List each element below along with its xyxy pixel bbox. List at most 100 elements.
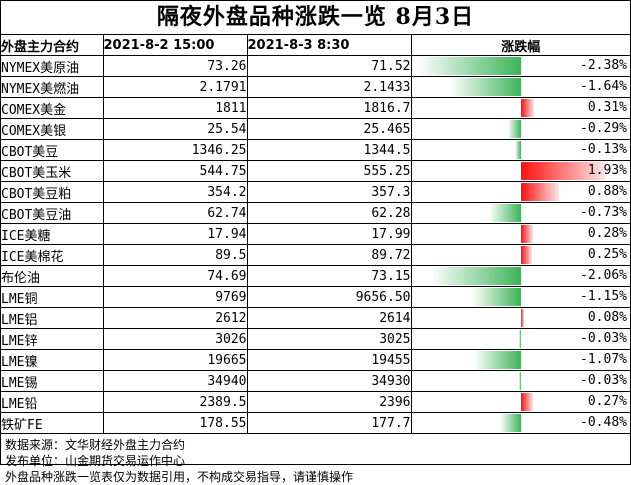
change-cell: -0.73% — [410, 202, 630, 224]
change-bar — [430, 267, 521, 285]
change-percent: 0.27% — [587, 394, 627, 409]
change-percent: -1.07% — [580, 352, 627, 367]
change-cell: -2.38% — [410, 55, 630, 77]
table-row: COMEX美金 1811 1816.7 0.31% — [1, 97, 630, 119]
change-bar — [474, 351, 521, 369]
contract-name: LME铜 — [1, 286, 104, 308]
price-after: 73.15 — [246, 265, 412, 287]
change-bar-area — [412, 183, 630, 201]
price-before: 178.55 — [102, 412, 248, 434]
contract-name: CBOT美豆粕 — [1, 181, 104, 203]
table-row: LME镍 19665 19455 -1.07% — [1, 349, 630, 371]
change-bar — [519, 372, 521, 390]
change-bar-area — [412, 309, 630, 327]
price-before: 2612 — [102, 307, 248, 329]
change-bar — [499, 414, 521, 432]
change-percent: -0.73% — [580, 205, 627, 220]
change-bar — [520, 99, 535, 117]
price-after: 62.28 — [246, 202, 412, 224]
change-bar — [520, 183, 560, 201]
change-percent: 0.08% — [587, 310, 627, 325]
change-cell: -1.64% — [410, 76, 630, 98]
header-name: 外盘主力合约 — [1, 35, 104, 56]
change-bar — [520, 162, 606, 180]
change-cell: -0.13% — [410, 139, 630, 161]
contract-name: CBOT美豆油 — [1, 202, 104, 224]
contract-name: 布伦油 — [1, 265, 104, 287]
table-row: CBOT美豆油 62.74 62.28 -0.73% — [1, 202, 630, 224]
price-after: 89.72 — [246, 244, 412, 266]
change-bar-area — [412, 78, 630, 96]
change-percent: 0.25% — [587, 247, 627, 262]
table-row: 布伦油 74.69 73.15 -2.06% — [1, 265, 630, 287]
table-row: CBOT美豆 1346.25 1344.5 -0.13% — [1, 139, 630, 161]
change-bar-area — [412, 120, 630, 138]
change-bar-area — [412, 162, 630, 180]
price-after: 34930 — [246, 370, 412, 392]
contract-name: CBOT美豆 — [1, 139, 104, 161]
table-row: LME锡 34940 34930 -0.03% — [1, 370, 630, 392]
change-percent: -0.29% — [580, 121, 627, 136]
change-bar-area — [412, 372, 630, 390]
change-bar-area — [412, 246, 630, 264]
note-disclaimer: 外盘品种涨跌一览表仅为数据引用，不构成交易指导，请谨慎操作 — [5, 470, 354, 484]
footnotes: 数据来源：文华财经外盘主力合约 发布单位：山金期货交易运作中心 外盘品种涨跌一览… — [1, 434, 630, 485]
change-bar — [520, 225, 533, 243]
change-bar-area — [412, 267, 630, 285]
table-row: ICE美棉花 89.5 89.72 0.25% — [1, 244, 630, 266]
change-percent: 0.28% — [587, 226, 627, 241]
price-before: 9769 — [102, 286, 248, 308]
change-bar — [520, 309, 525, 327]
table-row: COMEX美银 25.54 25.465 -0.29% — [1, 118, 630, 140]
change-cell: 0.25% — [410, 244, 630, 266]
price-after: 357.3 — [246, 181, 412, 203]
change-bar-area — [412, 414, 630, 432]
change-percent: -1.64% — [580, 79, 627, 94]
table-row: CBOT美玉米 544.75 555.25 1.93% — [1, 160, 630, 182]
quote-table: 外盘主力合约 2021-8-2 15:00 2021-8-3 8:30 涨跌幅 … — [1, 35, 630, 434]
table-row: ICE美糖 17.94 17.99 0.28% — [1, 223, 630, 245]
change-cell: 0.88% — [410, 181, 630, 203]
table-row: NYMEX美原油 73.26 71.52 -2.38% — [1, 55, 630, 77]
change-bar — [519, 330, 521, 348]
price-before: 2.1791 — [102, 76, 248, 98]
change-cell: -0.48% — [410, 412, 630, 434]
change-bar — [470, 288, 521, 306]
price-after: 1344.5 — [246, 139, 412, 161]
price-after: 25.465 — [246, 118, 412, 140]
table-row: LME铝 2612 2614 0.08% — [1, 307, 630, 329]
note-publisher: 发布单位：山金期货交易运作中心 — [5, 454, 186, 468]
change-percent: -0.48% — [580, 415, 627, 430]
change-bar — [416, 57, 521, 75]
header-date2: 2021-8-3 8:30 — [246, 35, 412, 56]
price-after: 17.99 — [246, 223, 412, 245]
price-before: 34940 — [102, 370, 248, 392]
change-cell: -2.06% — [410, 265, 630, 287]
price-after: 555.25 — [246, 160, 412, 182]
price-after: 9656.50 — [246, 286, 412, 308]
price-after: 2.1433 — [246, 76, 412, 98]
change-bar-area — [412, 393, 630, 411]
price-before: 3026 — [102, 328, 248, 350]
contract-name: 铁矿FE — [1, 412, 104, 434]
change-cell: -0.29% — [410, 118, 630, 140]
change-cell: 0.31% — [410, 97, 630, 119]
contract-name: NYMEX美原油 — [1, 55, 104, 77]
change-percent: -0.13% — [580, 142, 627, 157]
contract-name: ICE美糖 — [1, 223, 104, 245]
price-before: 25.54 — [102, 118, 248, 140]
change-cell: -1.15% — [410, 286, 630, 308]
change-cell: 0.08% — [410, 307, 630, 329]
price-after: 2396 — [246, 391, 412, 413]
price-before: 354.2 — [102, 181, 248, 203]
change-cell: 0.28% — [410, 223, 630, 245]
contract-name: COMEX美金 — [1, 97, 104, 119]
change-percent: -1.15% — [580, 289, 627, 304]
change-bar — [515, 141, 521, 159]
change-bar-area — [412, 204, 630, 222]
change-bar — [488, 204, 521, 222]
contract-name: COMEX美银 — [1, 118, 104, 140]
price-before: 1346.25 — [102, 139, 248, 161]
board-title: 隔夜外盘品种涨跌一览 8月3日 — [1, 1, 630, 35]
